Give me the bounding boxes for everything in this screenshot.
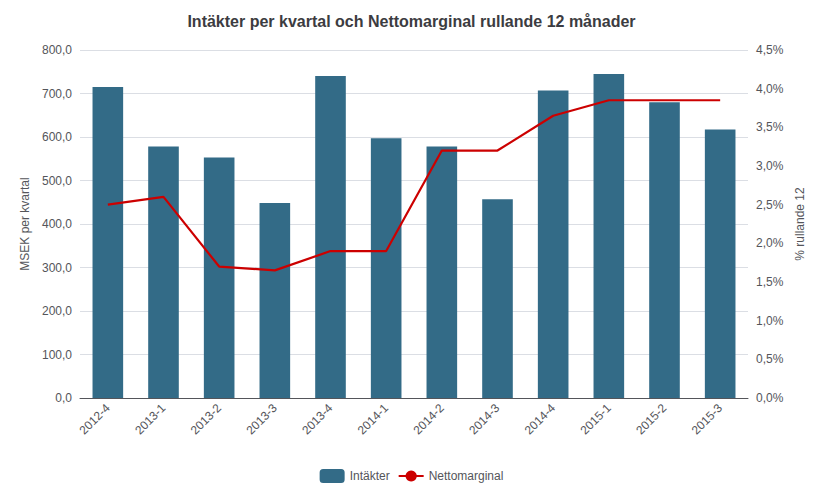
- svg-text:700,0: 700,0: [42, 87, 72, 101]
- svg-text:100,0: 100,0: [42, 348, 72, 362]
- svg-text:4,5%: 4,5%: [756, 43, 784, 57]
- svg-text:2013-3: 2013-3: [243, 401, 280, 438]
- svg-text:2012-4: 2012-4: [76, 401, 113, 438]
- svg-text:2013-1: 2013-1: [132, 401, 169, 438]
- svg-text:2015-3: 2015-3: [689, 401, 726, 438]
- svg-text:4,0%: 4,0%: [756, 82, 784, 96]
- svg-text:400,0: 400,0: [42, 217, 72, 231]
- svg-text:2,5%: 2,5%: [756, 198, 784, 212]
- svg-text:300,0: 300,0: [42, 261, 72, 275]
- svg-text:2013-2: 2013-2: [188, 401, 225, 438]
- svg-text:Intäkter: Intäkter: [350, 469, 390, 483]
- svg-text:2015-1: 2015-1: [577, 401, 614, 438]
- svg-text:1,5%: 1,5%: [756, 275, 784, 289]
- svg-text:2014-3: 2014-3: [466, 401, 503, 438]
- svg-text:200,0: 200,0: [42, 304, 72, 318]
- svg-text:600,0: 600,0: [42, 130, 72, 144]
- svg-text:1,0%: 1,0%: [756, 314, 784, 328]
- svg-text:3,5%: 3,5%: [756, 120, 784, 134]
- svg-text:MSEK per kvartal: MSEK per kvartal: [18, 177, 32, 270]
- svg-text:2014-1: 2014-1: [355, 401, 392, 438]
- svg-text:2,0%: 2,0%: [756, 236, 784, 250]
- svg-text:0,0: 0,0: [55, 391, 72, 405]
- svg-text:800,0: 800,0: [42, 43, 72, 57]
- svg-text:% rullande 12: % rullande 12: [793, 187, 807, 261]
- svg-text:0,5%: 0,5%: [756, 352, 784, 366]
- svg-text:Intäkter per kvartal och Netto: Intäkter per kvartal och Nettomarginal r…: [187, 13, 635, 30]
- svg-text:3,0%: 3,0%: [756, 159, 784, 173]
- svg-text:Nettomarginal: Nettomarginal: [429, 469, 504, 483]
- svg-text:0,0%: 0,0%: [756, 391, 784, 405]
- svg-text:2013-4: 2013-4: [299, 401, 336, 438]
- svg-text:2015-2: 2015-2: [633, 401, 670, 438]
- svg-text:2014-4: 2014-4: [522, 401, 559, 438]
- svg-text:2014-2: 2014-2: [410, 401, 447, 438]
- svg-text:500,0: 500,0: [42, 174, 72, 188]
